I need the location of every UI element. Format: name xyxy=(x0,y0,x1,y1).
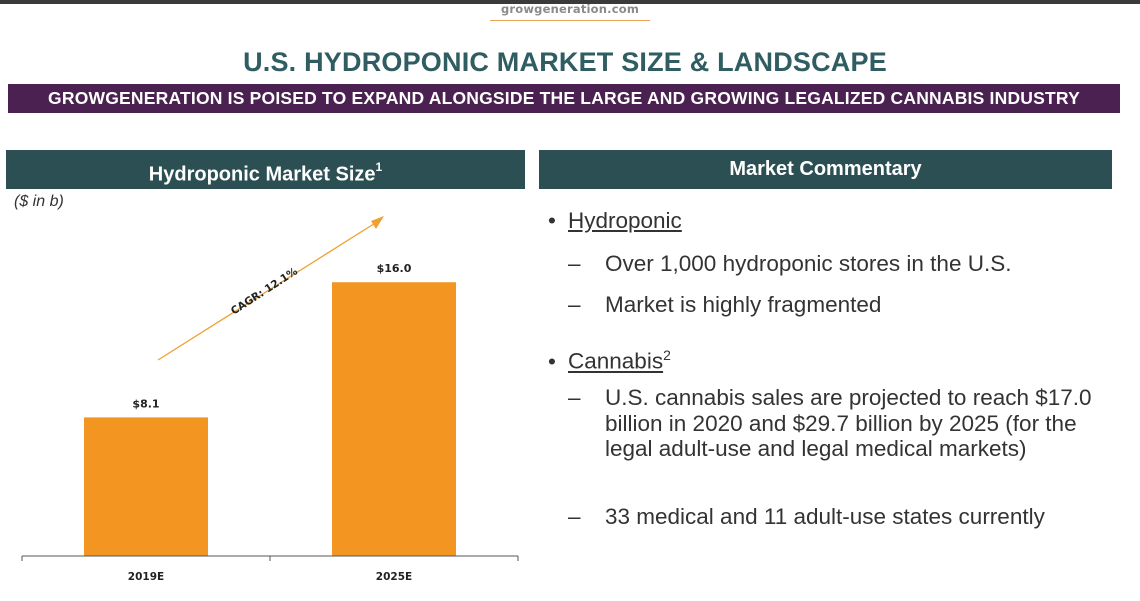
dash-glyph: – xyxy=(568,292,581,317)
unit-note: ($ in b) xyxy=(14,193,64,210)
tick-label-2019E: 2019E xyxy=(128,571,164,583)
dash-glyph: – xyxy=(568,251,581,276)
sub-item-text: Market is highly fragmented xyxy=(605,292,882,317)
dash-glyph: – xyxy=(568,504,581,529)
dash-glyph: – xyxy=(568,385,581,410)
tick-label-2025E: 2025E xyxy=(376,571,412,583)
cagr-arrow-head xyxy=(371,216,384,229)
data-label-2019E: $8.1 xyxy=(132,397,159,410)
bullet-cannabis-label: Cannabis xyxy=(568,348,664,374)
bar-2019E xyxy=(84,417,208,556)
cannabis-footnote-marker: 2 xyxy=(663,347,671,363)
bullet-hydroponic-label: Hydroponic xyxy=(568,208,682,233)
market-size-header-label: Hydroponic Market Size xyxy=(148,163,376,186)
banner: GROWGENERATION IS POISED TO EXPAND ALONG… xyxy=(8,84,1120,113)
sub-item-text: 33 medical and 11 adult-use states curre… xyxy=(605,504,1045,529)
top-strip xyxy=(0,0,1140,4)
cagr-annotation: CAGR: 12.1% xyxy=(229,265,300,317)
market-size-header: Hydroponic Market Size1 xyxy=(6,150,525,189)
market-size-chart: CAGR: 12.1% $8.1 2019E $16.0 2025E xyxy=(21,216,519,583)
sub-item-text: U.S. cannabis sales are projected to rea… xyxy=(605,385,1092,461)
bullet-glyph: • xyxy=(548,348,556,374)
sub-item-text: Over 1,000 hydroponic stores in the U.S. xyxy=(605,251,1012,276)
market-size-footnote-marker: 1 xyxy=(375,160,383,174)
site-url: growgeneration.com xyxy=(500,2,640,16)
bullet-glyph: • xyxy=(548,208,556,233)
bullet-cannabis: • Cannabis2 xyxy=(548,342,671,375)
cagr-arrow-line xyxy=(157,219,381,361)
page-title: U.S. HYDROPONIC MARKET SIZE & LANDSCAPE xyxy=(243,47,887,77)
bullet-hydroponic: • Hydroponic xyxy=(548,208,682,234)
data-label-2025E: $16.0 xyxy=(377,262,412,275)
commentary-header: Market Commentary xyxy=(539,150,1112,189)
site-url-underline xyxy=(490,20,650,21)
commentary-header-label: Market Commentary xyxy=(729,158,922,180)
bar-2025E xyxy=(332,282,456,556)
